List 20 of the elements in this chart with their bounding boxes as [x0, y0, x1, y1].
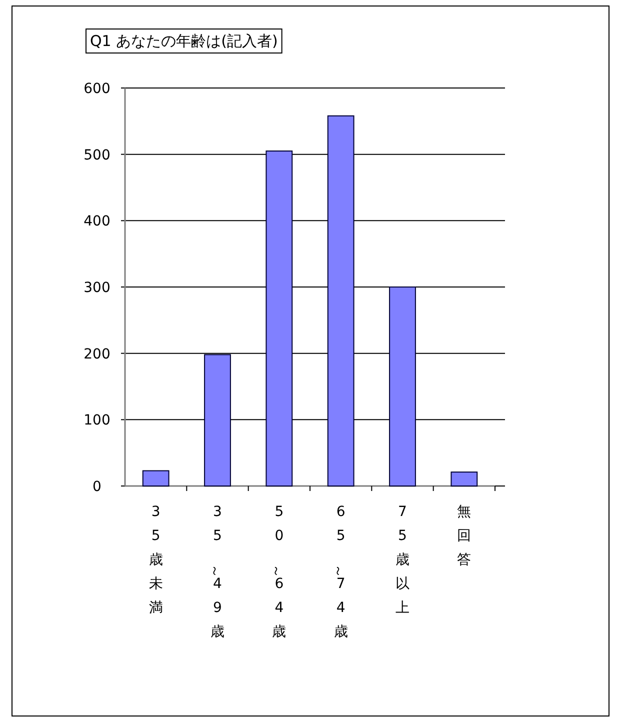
y-tick-label: 0 [92, 479, 102, 495]
x-tick-label: 75歳以上 [396, 504, 410, 616]
bar [204, 354, 231, 486]
category-label: 50～64歳 [268, 504, 286, 640]
bar [450, 472, 478, 486]
bar [327, 115, 354, 486]
x-tick-label: 35歳未満 [148, 504, 163, 616]
y-tick-label: 300 [84, 280, 110, 296]
bar [266, 150, 293, 486]
y-tick-label: 500 [84, 147, 110, 164]
bar [142, 470, 170, 486]
y-tick-label: 400 [84, 214, 110, 230]
y-tick-label: 600 [84, 81, 110, 97]
y-tick-label: 200 [84, 346, 110, 362]
x-tick-label: 無回答 [457, 504, 472, 568]
category-label: 35～49歳 [206, 504, 224, 640]
category-label: 65～74歳 [330, 504, 348, 640]
y-tick-label: 100 [84, 412, 110, 429]
chart-title: Q1 あなたの年齢は(記入者) [90, 32, 278, 50]
bar [389, 286, 416, 486]
